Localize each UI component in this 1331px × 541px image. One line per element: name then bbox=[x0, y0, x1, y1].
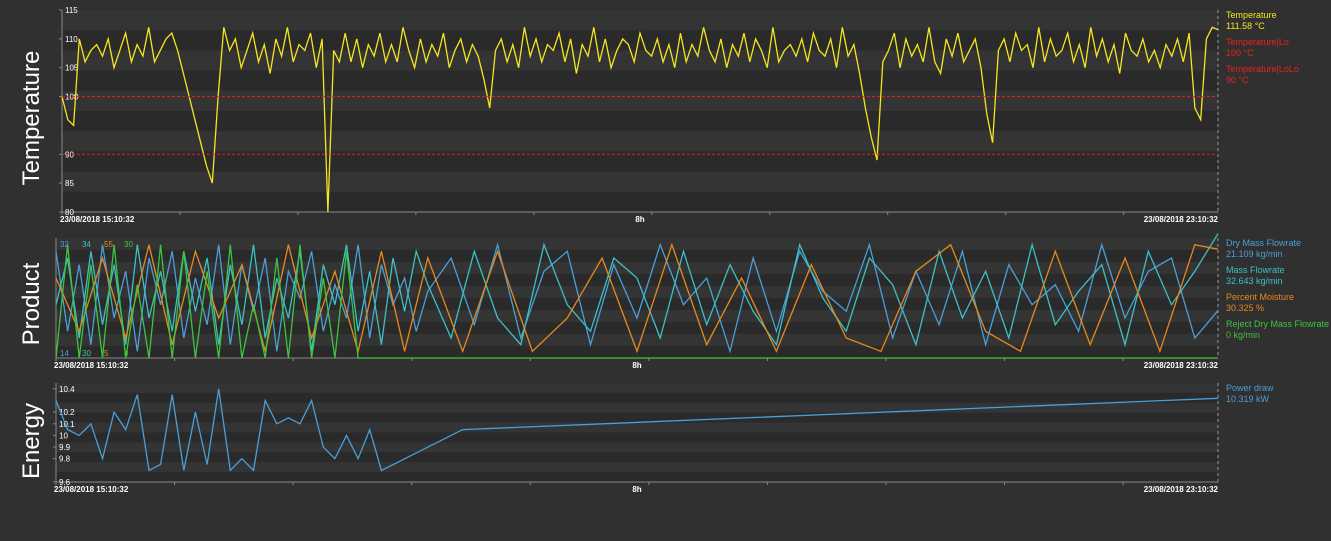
energy-y-tick-label: 10.1 bbox=[59, 420, 75, 429]
temperature-grid-band bbox=[62, 70, 1218, 91]
legend-series-readout: 21.109 kg/min bbox=[1226, 249, 1283, 259]
energy-grid-band bbox=[56, 392, 1218, 403]
energy-y-tick-label: 9.9 bbox=[59, 443, 71, 452]
temperature-grid-band bbox=[62, 111, 1218, 132]
temperature-grid-band bbox=[62, 131, 1218, 152]
energy-series-power-draw bbox=[55, 388, 1219, 472]
temperature-x-start-label: 23/08/2018 15:10:32 bbox=[60, 215, 135, 224]
legend-series-readout: 32.643 kg/min bbox=[1226, 276, 1283, 286]
energy-grid-band bbox=[56, 442, 1218, 453]
temperature-x-end-label: 23/08/2018 23:10:32 bbox=[1144, 215, 1219, 224]
energy-x-start-label: 23/08/2018 15:10:32 bbox=[54, 485, 129, 494]
energy-grid-band bbox=[56, 452, 1218, 463]
energy-grid-band bbox=[56, 472, 1218, 482]
legend-entry: Dry Mass Flowrate 21.109 kg/min bbox=[1226, 238, 1329, 260]
legend-entry: Mass Flowrate 32.643 kg/min bbox=[1226, 265, 1329, 287]
energy-x-end-label: 23/08/2018 23:10:32 bbox=[1144, 485, 1219, 494]
legend-series-readout: 10.319 kW bbox=[1226, 394, 1270, 404]
temperature-x-mid-label: 8h bbox=[635, 215, 644, 224]
energy-grid-band bbox=[56, 402, 1218, 413]
legend-entry: Reject Dry Mass Flowrate 0 kg/min bbox=[1226, 319, 1329, 341]
product-series-reject-dry-mass-flowrate bbox=[55, 244, 1218, 359]
energy-y-tick-label: 9.6 bbox=[59, 478, 71, 487]
legend-series-readout: 0 kg/min bbox=[1226, 330, 1261, 340]
product-series-percent-moisture bbox=[55, 242, 1219, 354]
product-series-dry-mass-flowrate bbox=[55, 242, 1219, 354]
product-grid-band bbox=[56, 334, 1218, 346]
temperature-y-tick-label: 110 bbox=[65, 35, 78, 44]
legend-temperature: Temperature 111.58 °C Temperature|Lo 100 °C… bbox=[1226, 10, 1299, 91]
product-x-end-label: 23/08/2018 23:10:32 bbox=[1144, 361, 1219, 370]
temperature-grid-band bbox=[62, 191, 1218, 212]
temperature-y-tick-label: 100 bbox=[65, 93, 79, 102]
energy-y-tick-label: 10.2 bbox=[59, 408, 75, 417]
legend-product: Dry Mass Flowrate 21.109 kg/min Mass Flowr… bbox=[1226, 238, 1329, 346]
legend-entry: Temperature|LoLo 90 °C bbox=[1226, 64, 1299, 86]
product-x-mid-label: 8h bbox=[632, 361, 641, 370]
legend-series-name: Temperature|LoLo bbox=[1226, 64, 1299, 74]
legend-series-name: Mass Flowrate bbox=[1226, 265, 1285, 275]
legend-entry: Temperature 111.58 °C bbox=[1226, 10, 1299, 32]
product-bottom-label: 30 bbox=[82, 349, 91, 358]
product-grid-band bbox=[56, 298, 1218, 310]
product-top-label: 32 bbox=[60, 240, 69, 249]
product-grid-band bbox=[56, 274, 1218, 286]
energy-x-mid-label: 8h bbox=[632, 485, 641, 494]
temperature-y-tick-label: 115 bbox=[65, 6, 78, 15]
temperature-grid-band bbox=[62, 90, 1218, 111]
product-top-label: 30 bbox=[124, 240, 133, 249]
legend-series-readout: 100 °C bbox=[1226, 48, 1254, 58]
legend-series-name: Reject Dry Mass Flowrate bbox=[1226, 319, 1330, 329]
product-bottom-label: 5 bbox=[104, 349, 109, 358]
legend-series-name: Temperature|Lo bbox=[1226, 37, 1289, 47]
temperature-y-tick-label: 80 bbox=[65, 208, 74, 217]
temperature-y-tick-label: 85 bbox=[65, 179, 74, 188]
temperature-series-temperature bbox=[61, 26, 1219, 213]
legend-series-readout: 30.325 % bbox=[1226, 303, 1265, 313]
product-grid-band bbox=[56, 250, 1218, 262]
temperature-y-tick-label: 105 bbox=[65, 64, 79, 73]
temperature-grid-band bbox=[62, 171, 1218, 192]
product-x-start-label: 23/08/2018 15:10:32 bbox=[54, 361, 129, 370]
legend-entry: Power draw 10.319 kW bbox=[1226, 383, 1274, 405]
legend-series-name: Dry Mass Flowrate bbox=[1226, 238, 1302, 248]
legend-entry: Percent Moisture 30.325 % bbox=[1226, 292, 1329, 314]
product-grid-band bbox=[56, 286, 1218, 298]
temperature-grid-band bbox=[62, 30, 1218, 51]
legend-series-name: Percent Moisture bbox=[1226, 292, 1295, 302]
temperature-grid-band bbox=[62, 50, 1218, 71]
energy-grid-band bbox=[56, 422, 1218, 433]
legend-series-name: Power draw bbox=[1226, 383, 1274, 393]
energy-grid-band bbox=[56, 412, 1218, 423]
energy-grid-band bbox=[56, 432, 1218, 443]
energy-grid-band bbox=[56, 462, 1218, 473]
energy-y-tick-label: 10.4 bbox=[59, 385, 75, 394]
product-top-label: 34 bbox=[82, 240, 91, 249]
legend-entry: Temperature|Lo 100 °C bbox=[1226, 37, 1299, 59]
energy-grid-band bbox=[56, 383, 1218, 393]
energy-y-tick-label: 9.8 bbox=[59, 455, 71, 464]
legend-energy: Power draw 10.319 kW bbox=[1226, 383, 1274, 410]
temperature-grid-band bbox=[62, 10, 1218, 31]
product-bottom-label: 14 bbox=[60, 349, 69, 358]
product-grid-band bbox=[56, 262, 1218, 274]
energy-y-tick-label: 10 bbox=[59, 431, 68, 440]
legend-series-name: Temperature bbox=[1226, 10, 1277, 20]
temperature-grid-band bbox=[62, 151, 1218, 172]
product-top-label: 55 bbox=[104, 240, 113, 249]
legend-series-readout: 111.58 °C bbox=[1226, 21, 1265, 31]
legend-series-readout: 90 °C bbox=[1226, 75, 1249, 85]
product-grid-band bbox=[56, 322, 1218, 334]
